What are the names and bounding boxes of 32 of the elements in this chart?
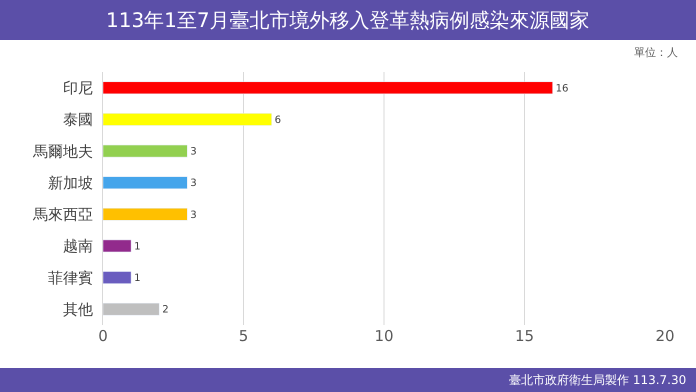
x-tick-label: 20 bbox=[655, 327, 675, 345]
text: 臺北市政府衛生局製作 113.7.30 bbox=[509, 373, 686, 387]
data-label: 6 bbox=[274, 114, 282, 126]
bar bbox=[103, 144, 188, 158]
y-tick-label: 新加坡 bbox=[48, 174, 93, 192]
y-tick-label: 其他 bbox=[63, 300, 93, 318]
y-tick-label: 馬爾地夫 bbox=[32, 142, 93, 160]
y-tick-label: 馬來西亞 bbox=[32, 206, 93, 224]
chart-title: 113年1至7月臺北市境外移入登革熱病例感染來源國家 bbox=[106, 8, 590, 32]
bar bbox=[103, 82, 553, 94]
bar bbox=[103, 208, 188, 221]
x-tick-label: 10 bbox=[374, 327, 394, 345]
bar bbox=[103, 271, 132, 284]
y-tick-label: 印尼 bbox=[63, 79, 93, 98]
bar bbox=[103, 176, 188, 189]
chart-subtitle: 單位：人 bbox=[634, 46, 678, 59]
y-tick-label: 菲律賓 bbox=[48, 268, 93, 287]
bar bbox=[103, 113, 272, 126]
data-label: 3 bbox=[190, 178, 197, 190]
data-label: 1 bbox=[134, 273, 141, 284]
bar bbox=[103, 302, 160, 316]
bar bbox=[103, 240, 132, 252]
x-tick-label: 5 bbox=[238, 327, 248, 345]
y-tick-label: 越南 bbox=[63, 237, 93, 256]
x-tick-label: 0 bbox=[98, 327, 108, 345]
data-label: 1 bbox=[134, 241, 141, 252]
data-label: 3 bbox=[190, 210, 197, 221]
y-tick-label: 泰國 bbox=[63, 110, 93, 129]
data-label: 3 bbox=[190, 146, 197, 158]
data-label: 16 bbox=[556, 83, 568, 94]
x-tick-label: 15 bbox=[514, 327, 534, 345]
data-label: 2 bbox=[162, 304, 169, 316]
